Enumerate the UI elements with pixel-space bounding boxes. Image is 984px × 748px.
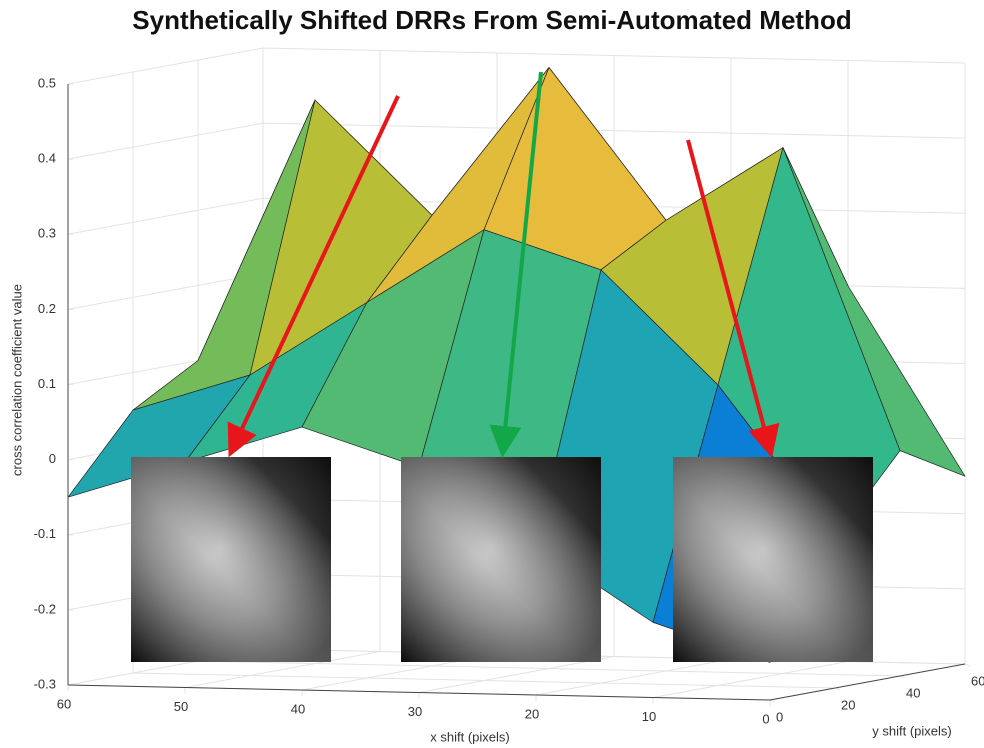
arrows bbox=[227, 71, 780, 458]
z-tick-label: -0.2 bbox=[34, 601, 56, 616]
x-tick-label: 40 bbox=[291, 701, 305, 716]
arrow bbox=[686, 139, 780, 458]
grid-line bbox=[67, 47, 966, 85]
y-axis-label: y shift (pixels) bbox=[872, 723, 951, 738]
insets bbox=[131, 457, 873, 662]
y-tick-label: 60 bbox=[971, 673, 984, 688]
grid-line bbox=[132, 72, 836, 689]
axis-line bbox=[67, 684, 771, 701]
arrow bbox=[489, 71, 543, 458]
y-tick-label: 0 bbox=[776, 709, 783, 724]
z-tick-label: 0.4 bbox=[38, 151, 56, 166]
axis-line bbox=[769, 663, 966, 701]
drr-image-shade bbox=[131, 457, 331, 662]
y-tick-label: 40 bbox=[906, 685, 920, 700]
z-tick-label: 0.3 bbox=[38, 226, 56, 241]
x-tick-label: 20 bbox=[525, 706, 539, 721]
z-tick-label: 0.5 bbox=[38, 75, 56, 90]
axes: -0.3 -0.2 -0.1 0 0.1 0.2 0.3 0.4 0.5 0 10 20 30 40 50 6… bbox=[34, 75, 984, 726]
tick-mark bbox=[964, 663, 971, 667]
x-tick-label: 60 bbox=[57, 696, 71, 711]
x-tick-label: 10 bbox=[642, 709, 656, 724]
y-tick-label: 20 bbox=[841, 697, 855, 712]
x-axis-label: x shift (pixels) bbox=[430, 729, 509, 744]
z-tick-label: 0.2 bbox=[38, 301, 56, 316]
x-tick-label: 0 bbox=[762, 711, 769, 726]
surface bbox=[67, 67, 966, 663]
drr-image-shade bbox=[401, 457, 601, 662]
z-tick-label: -0.3 bbox=[34, 676, 56, 691]
z-tick-label: 0 bbox=[49, 451, 56, 466]
x-tick-label: 30 bbox=[408, 704, 422, 719]
z-tick-label: 0.1 bbox=[38, 376, 56, 391]
arrow bbox=[227, 95, 400, 458]
z-tick-label: -0.1 bbox=[34, 526, 56, 541]
drr-image-shade bbox=[673, 457, 873, 662]
z-axis-label: cross correlation coefficient value bbox=[9, 284, 24, 476]
x-tick-label: 50 bbox=[174, 699, 188, 714]
chart-title: Synthetically Shifted DRRs From Semi-Aut… bbox=[132, 5, 851, 35]
